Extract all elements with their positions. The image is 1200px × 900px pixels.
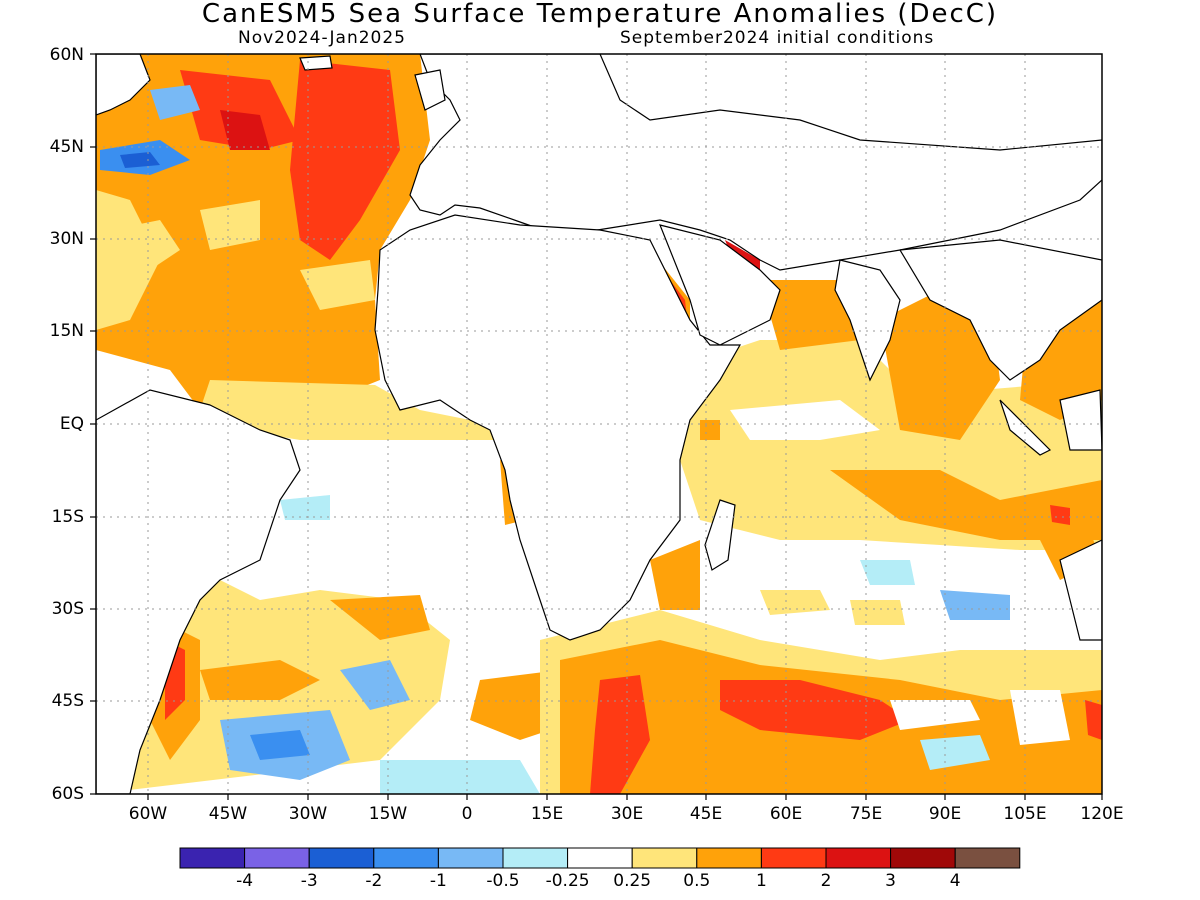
lat-label: 15S	[51, 507, 84, 527]
lon-label: 60W	[128, 804, 168, 824]
lat-label: 30S	[51, 599, 84, 619]
southern-ocean-anomaly	[540, 610, 1102, 794]
australia-land	[1059, 539, 1102, 641]
lat-label: 60N	[49, 45, 84, 65]
lat-label: 30N	[49, 229, 84, 249]
lon-label: 30W	[288, 804, 328, 824]
colorbar-label: 0.5	[683, 871, 711, 891]
lon-label: 75E	[849, 804, 883, 824]
europe-land	[409, 54, 1102, 271]
north-america-land	[96, 54, 151, 116]
colorbar-swatch	[760, 847, 827, 869]
colorbar-swatch	[373, 847, 439, 869]
lon-label: 45W	[208, 804, 248, 824]
colorbar-label: -3	[300, 871, 318, 891]
tropical-atlantic-anomaly	[200, 380, 520, 440]
initial-conditions: September2024 initial conditions	[620, 28, 935, 48]
colorbar-label: 1	[755, 871, 767, 891]
colorbar-swatch	[308, 847, 375, 869]
colorbar-label: 2	[820, 871, 832, 891]
lon-label: 15W	[368, 804, 408, 824]
colorbar-label: 3	[885, 871, 896, 891]
colorbar	[179, 847, 1021, 869]
colorbar-label: -4	[236, 871, 254, 891]
iceland-land	[299, 55, 333, 71]
colorbar-swatch	[567, 847, 633, 869]
lat-label: EQ	[59, 414, 84, 434]
colorbar-label: -1	[429, 871, 447, 891]
colorbar-swatch	[825, 847, 892, 869]
colorbar-swatch	[437, 847, 504, 869]
colorbar-swatch	[179, 847, 246, 869]
colorbar-label: -0.5	[486, 871, 520, 891]
axis-ticks	[90, 53, 1103, 800]
lon-label: 60E	[769, 804, 803, 824]
north-atlantic-anomaly	[96, 54, 430, 420]
lat-label: 45S	[51, 691, 84, 711]
colorbar-label: 4	[949, 871, 961, 891]
africa-land	[374, 214, 742, 641]
colorbar-swatch	[890, 847, 956, 869]
colorbar-label: -0.25	[545, 871, 590, 891]
india-land	[834, 259, 901, 382]
lon-label: 45E	[689, 804, 723, 824]
lat-label: 15N	[49, 321, 84, 341]
arabia-land	[659, 224, 781, 346]
colorbar-swatch	[954, 847, 1021, 869]
lon-label: 30E	[610, 804, 644, 824]
lon-label: 105E	[1003, 804, 1047, 824]
south-america-land	[96, 389, 301, 794]
colorbar-swatch	[631, 847, 698, 869]
lon-label: 120E	[1080, 804, 1124, 824]
lon-label: 90E	[928, 804, 962, 824]
colorbar-swatch	[244, 847, 310, 869]
land-masses	[96, 54, 1102, 794]
british-isles-land	[414, 69, 446, 111]
lon-label: 0	[461, 804, 473, 824]
lon-label: 15E	[530, 804, 564, 824]
map-title: CanESM5 Sea Surface Temperature Anomalie…	[201, 0, 999, 29]
colorbar-swatch	[502, 847, 569, 869]
borneo-land	[1059, 389, 1102, 451]
lat-label: 60S	[51, 784, 84, 804]
lat-label: 45N	[49, 137, 84, 157]
map-gridlines	[96, 54, 1102, 794]
colorbar-label: 0.25	[613, 871, 652, 891]
forecast-period: Nov2024-Jan2025	[238, 28, 406, 48]
colorbar-swatch	[696, 847, 762, 869]
southeast-asia-land	[898, 239, 1102, 381]
colorbar-label: -2	[365, 871, 383, 891]
